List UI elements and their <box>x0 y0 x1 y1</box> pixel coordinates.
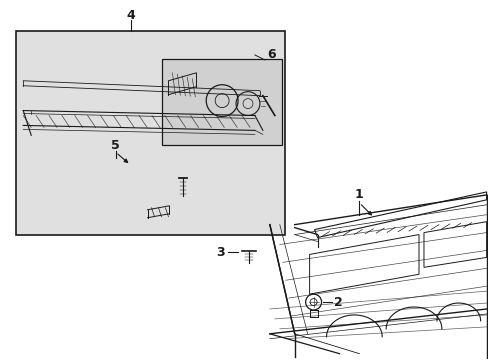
Bar <box>16 31 284 235</box>
Text: 5: 5 <box>111 139 120 152</box>
Text: 2: 2 <box>334 296 343 309</box>
Text: 1: 1 <box>354 188 363 201</box>
Text: 3: 3 <box>216 246 224 259</box>
Bar <box>162 59 281 145</box>
Text: 6: 6 <box>267 49 276 62</box>
Text: 4: 4 <box>126 9 135 22</box>
